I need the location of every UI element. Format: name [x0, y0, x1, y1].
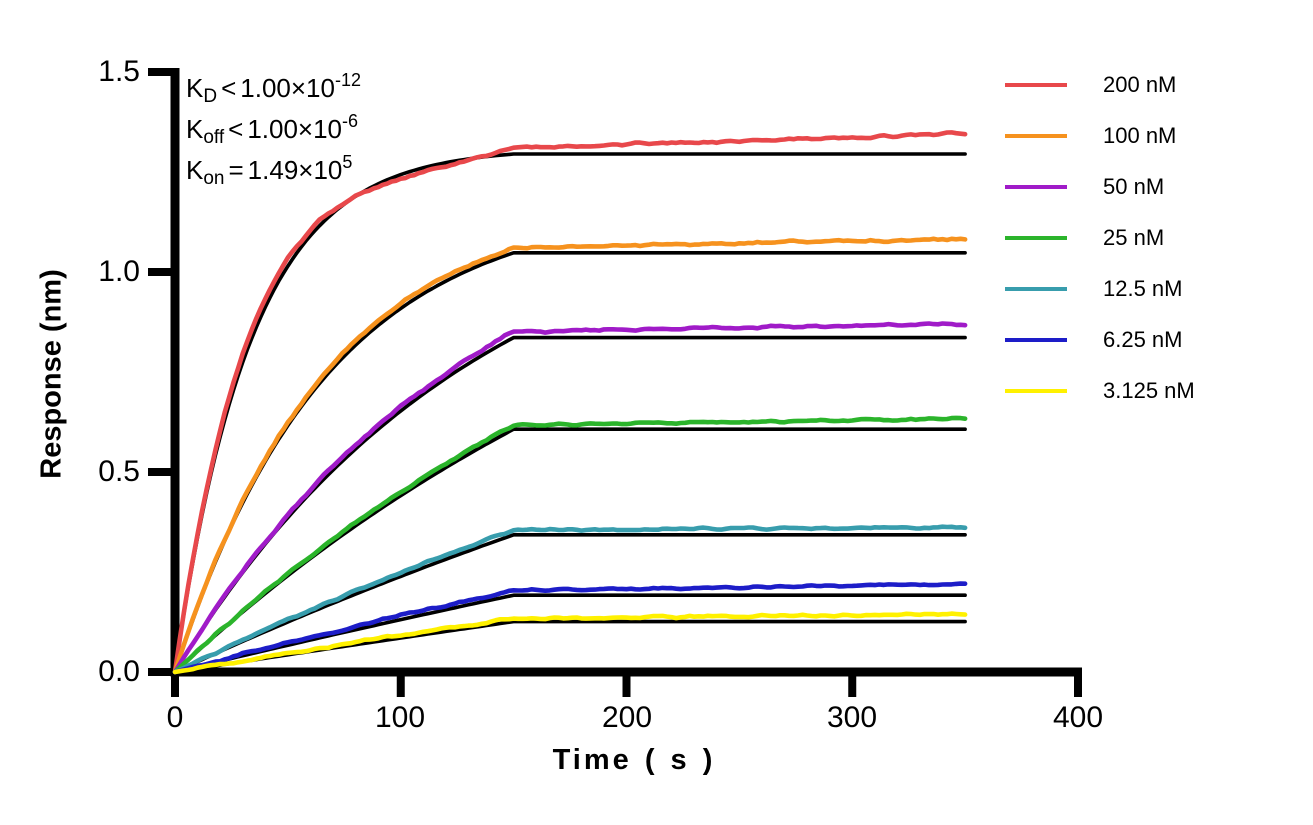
legend-item-3p125nM: 3.125 nM — [1005, 365, 1195, 416]
series-6.25nM-measured-line — [172, 581, 968, 675]
series-100nM-fit-line — [173, 251, 967, 674]
kd-operator: < — [221, 73, 237, 103]
legend-item-25nM: 25 nM — [1005, 212, 1195, 263]
legend-item-200nM: 200 nM — [1005, 59, 1195, 110]
legend-label-3p125nM: 3.125 nM — [1103, 377, 1195, 403]
x-tick-label-0: 0 — [166, 701, 184, 734]
kd-exponent: -12 — [334, 70, 361, 90]
x-tick-label-100: 100 — [374, 701, 426, 734]
series-200nM-measured-line — [172, 130, 968, 675]
legend-swatch-6p25nM-line-icon — [1005, 337, 1067, 342]
legend-swatch-3p125nM-line-icon — [1005, 388, 1067, 393]
series-25nM-measured-line — [172, 415, 968, 675]
kon-operator: = — [228, 155, 244, 185]
legend-label-100nM: 100 nM — [1103, 122, 1177, 148]
kinetics-annotation: KD <1.00×10-12 Koff <1.00×10-6 Kon = 1.49×10… — [186, 68, 361, 191]
kinetics-koff-line: Koff <1.00×10-6 — [186, 109, 361, 150]
x-tick-label-300: 300 — [826, 701, 878, 734]
legend-item-6p25nM: 6.25 nM — [1005, 314, 1195, 365]
koff-exponent: -6 — [342, 111, 359, 131]
kon-subscript: on — [203, 168, 225, 189]
x-axis-title: Time ( s ) — [552, 744, 716, 776]
koff-value: 1.00×10 — [247, 114, 343, 144]
legend-label-200nM: 200 nM — [1103, 71, 1177, 97]
series-50nM-measured-line — [172, 321, 968, 675]
series-200nM-fit-line — [173, 152, 967, 674]
series-12.5nM-measured-line — [172, 524, 968, 675]
kd-value: 1.00×10 — [240, 73, 335, 103]
series-3.125nM-fit-line — [173, 619, 967, 674]
legend-item-100nM: 100 nM — [1005, 110, 1195, 161]
y-tick-label-0p5: 0.5 — [98, 455, 140, 488]
kon-symbol: K — [186, 155, 204, 185]
legend-label-25nM: 25 nM — [1103, 224, 1165, 250]
series-25nM-fit-line — [173, 427, 967, 674]
series-100nM-measured-line — [172, 236, 968, 675]
legend-swatch-12p5nM-line-icon — [1005, 286, 1067, 291]
legend-swatch-50nM-line-icon — [1005, 184, 1067, 189]
kon-exponent: 5 — [342, 152, 353, 172]
legend-label-12p5nM: 12.5 nM — [1103, 275, 1183, 301]
legend-label-50nM: 50 nM — [1103, 173, 1165, 199]
y-tick-label-1p0: 1.0 — [98, 255, 140, 288]
kinetics-kon-line: Kon = 1.49×105 — [186, 150, 361, 191]
koff-symbol: K — [186, 114, 204, 144]
legend-item-12p5nM: 12.5 nM — [1005, 263, 1195, 314]
x-tick-label-400: 400 — [1052, 701, 1104, 734]
kon-value: 1.49×10 — [247, 155, 343, 185]
y-axis-title: Response (nm) — [35, 269, 68, 479]
y-tick-label-0p0: 0.0 — [98, 655, 140, 688]
legend: 200 nM 100 nM 50 nM 25 nM 12.5 nM 6.25 n… — [1005, 59, 1195, 416]
koff-subscript: off — [203, 127, 225, 148]
legend-item-50nM: 50 nM — [1005, 161, 1195, 212]
legend-swatch-200nM-line-icon — [1005, 82, 1067, 87]
legend-swatch-25nM-line-icon — [1005, 235, 1067, 240]
legend-label-6p25nM: 6.25 nM — [1103, 326, 1183, 352]
kd-symbol: K — [186, 73, 204, 103]
kd-subscript: D — [203, 86, 218, 107]
kinetics-kd-line: KD <1.00×10-12 — [186, 68, 361, 109]
y-tick-label-1p5: 1.5 — [98, 55, 140, 88]
series-3.125nM-measured-line — [172, 611, 968, 675]
koff-operator: < — [228, 114, 244, 144]
x-tick-label-200: 200 — [601, 701, 653, 734]
legend-swatch-100nM-line-icon — [1005, 133, 1067, 138]
series-6.25nM-fit-line — [173, 593, 967, 674]
